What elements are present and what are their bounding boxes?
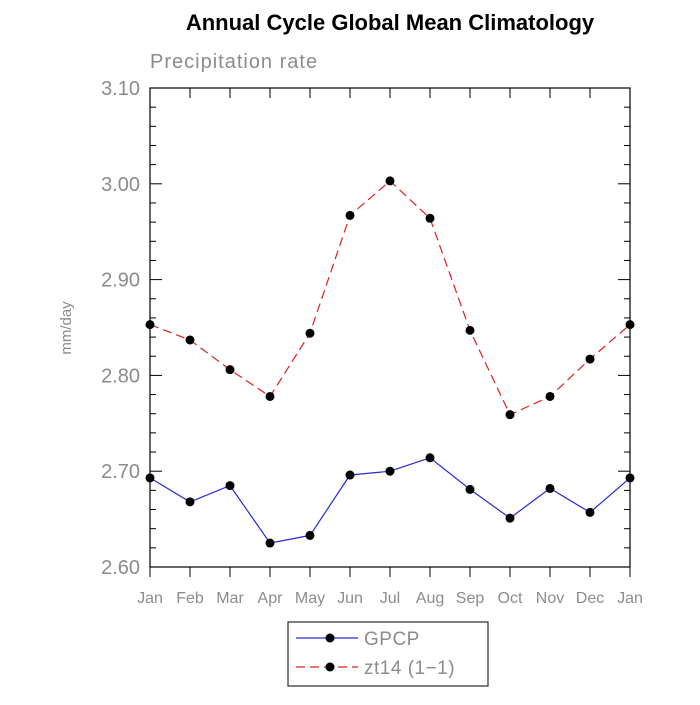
x-tick-label: Aug [416, 590, 444, 607]
y-tick-label: 2.60 [101, 557, 140, 579]
y-tick-label: 2.80 [101, 365, 140, 387]
data-point-gpcp [225, 481, 235, 491]
y-tick-label: 2.90 [101, 270, 140, 292]
data-point-gpcp [425, 453, 435, 463]
data-point-gpcp [345, 470, 355, 480]
data-point-zt14 [385, 176, 395, 186]
data-point-zt14 [265, 391, 275, 401]
data-point-zt14 [465, 325, 475, 335]
legend-marker-zt14 [325, 662, 335, 672]
data-point-zt14 [345, 210, 355, 220]
plot-frame [149, 87, 631, 568]
data-point-zt14 [305, 328, 315, 338]
x-tick-label: Jun [337, 590, 363, 607]
data-point-gpcp [625, 473, 635, 483]
y-tick-label: 3.00 [101, 174, 140, 196]
data-point-gpcp [385, 466, 395, 476]
y-tick-labels: 2.60 2.70 2.80 2.90 3.00 3.10 [101, 78, 140, 579]
data-point-gpcp [505, 513, 515, 523]
x-tick-label: Sep [456, 590, 485, 607]
x-tick-label: Jan [137, 590, 163, 607]
legend-label-zt14: zt14 (1−1) [364, 658, 455, 679]
data-point-gpcp [465, 484, 475, 494]
data-point-gpcp [185, 497, 195, 507]
x-tick-label: Jul [380, 590, 400, 607]
y-tick-label: 3.10 [101, 78, 140, 100]
data-point-zt14 [505, 410, 515, 420]
data-point-zt14 [425, 213, 435, 223]
data-point-zt14 [145, 320, 155, 330]
chart-title: Annual Cycle Global Mean Climatology [186, 10, 595, 35]
data-series [145, 176, 635, 548]
chart-subtitle: Precipitation rate [150, 51, 318, 73]
data-point-zt14 [585, 354, 595, 364]
x-tick-label: Apr [258, 590, 284, 607]
legend-box [287, 621, 489, 687]
x-tick-label: Nov [536, 590, 564, 607]
data-point-gpcp [305, 530, 315, 540]
y-axis-label: mm/day [58, 301, 75, 355]
x-tick-label: May [295, 590, 325, 607]
data-point-gpcp [545, 483, 555, 493]
x-tick-label: Jan [617, 590, 643, 607]
series-line-zt14 [149, 180, 631, 416]
legend-marker-gpcp [325, 633, 335, 643]
axis-ticks [149, 87, 631, 577]
x-tick-label: Mar [216, 590, 244, 607]
y-tick-label: 2.70 [101, 461, 140, 483]
x-tick-label: Feb [176, 590, 204, 607]
data-point-zt14 [545, 391, 555, 401]
data-point-gpcp [265, 538, 275, 548]
legend: GPCP zt14 (1−1) [287, 621, 489, 687]
data-point-zt14 [185, 335, 195, 345]
x-tick-label: Oct [498, 590, 523, 607]
legend-label-gpcp: GPCP [364, 629, 420, 650]
data-point-gpcp [145, 473, 155, 483]
data-point-zt14 [625, 320, 635, 330]
data-point-zt14 [225, 365, 235, 375]
data-point-gpcp [585, 507, 595, 517]
x-tick-label: Dec [576, 590, 604, 607]
x-tick-labels: Jan Feb Mar Apr May Jun Jul Aug Sep Oct Nov Dec Jan [137, 590, 643, 607]
